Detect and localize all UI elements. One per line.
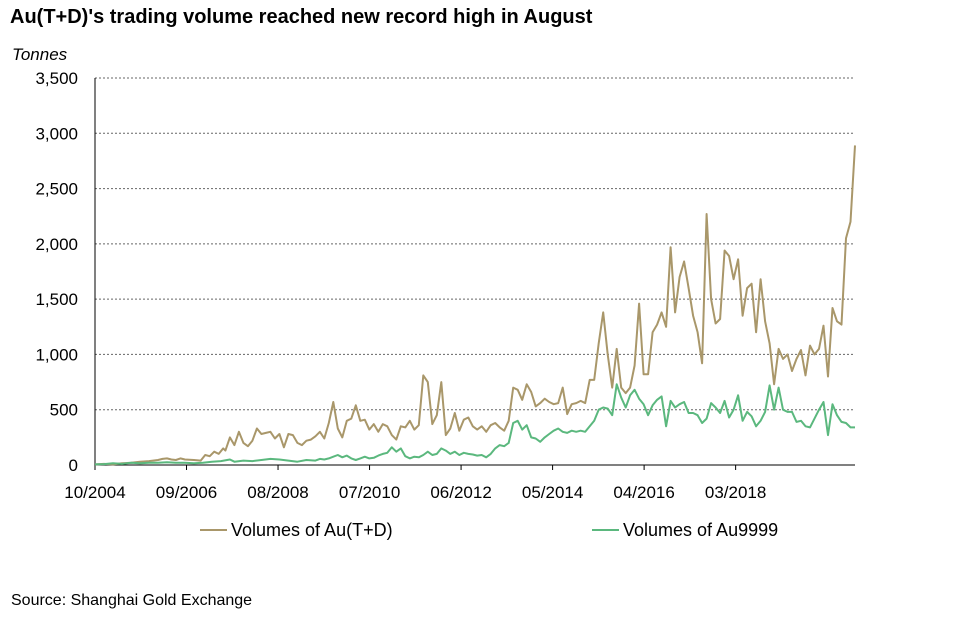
x-tick-label: 05/2014 [522,483,583,502]
legend: Volumes of Au(T+D) Volumes of Au9999 [200,520,778,540]
x-tick-label: 04/2016 [613,483,674,502]
y-axis-tick-labels: 0 500 1,000 1,500 2,000 2,500 3,000 3,500 [35,69,78,475]
y-tick-label: 1,000 [35,345,78,364]
x-tick-label: 10/2004 [64,483,125,502]
x-axis-tick-labels: 10/2004 09/2006 08/2008 07/2010 06/2012 05/20… [64,483,766,502]
source-note: Source: Shanghai Gold Exchange [11,592,253,609]
series-lines [94,145,856,466]
y-tick-label: 0 [69,456,78,475]
x-tick-label: 07/2010 [339,483,400,502]
y-axis-unit-label: Tonnes [12,45,68,64]
y-tick-label: 2,500 [35,180,78,199]
legend-label: Volumes of Au(T+D) [231,520,393,540]
x-tick-label: 09/2006 [156,483,217,502]
series-au9999-line [94,383,855,466]
axes [94,78,855,470]
y-tick-label: 3,000 [35,124,78,143]
x-tick-label: 06/2012 [430,483,491,502]
y-tick-label: 500 [50,401,78,420]
y-tick-label: 1,500 [35,290,78,309]
x-tick-label: 08/2008 [247,483,308,502]
y-tick-label: 2,000 [35,235,78,254]
y-tick-label: 3,500 [35,69,78,88]
legend-label: Volumes of Au9999 [623,520,778,540]
x-tick-label: 03/2018 [705,483,766,502]
chart-title: Au(T+D)'s trading volume reached new rec… [10,6,593,28]
gridlines [95,77,855,411]
series-au-td-line [94,145,856,466]
